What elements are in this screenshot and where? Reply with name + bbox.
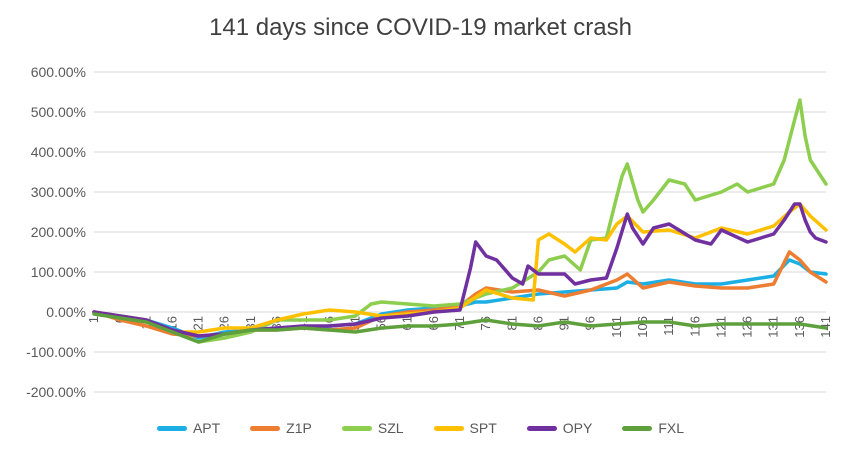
legend-item-apt: APT — [156, 420, 221, 436]
series-line-spt — [92, 202, 828, 334]
y-tick-label: 400.00% — [31, 144, 86, 160]
legend-item-szl: SZL — [341, 420, 404, 436]
series-line-opy — [92, 202, 828, 338]
x-tick-label: 111 — [661, 316, 676, 336]
x-tick-label: 1 — [86, 316, 101, 323]
x-tick-label: 106 — [635, 316, 650, 338]
legend-label: APT — [192, 420, 221, 436]
legend-swatch — [341, 425, 372, 431]
x-tick-label: 76 — [478, 316, 493, 330]
x-tick-label: 121 — [713, 316, 728, 338]
x-tick-label: 86 — [530, 316, 545, 330]
series-line-fxl — [92, 312, 828, 344]
x-tick-label: 136 — [792, 316, 807, 338]
x-tick-label: 96 — [583, 316, 598, 330]
legend-swatch — [250, 425, 281, 431]
y-tick-label: -200.00% — [26, 384, 86, 400]
y-tick-label: 500.00% — [31, 104, 86, 120]
y-tick-label: 300.00% — [31, 184, 86, 200]
legend-item-z1p: Z1P — [250, 420, 312, 436]
legend-label: FXL — [658, 420, 685, 436]
legend-item-fxl: FXL — [622, 420, 684, 436]
y-tick-label: 600.00% — [31, 64, 86, 80]
y-tick-label: 100.00% — [31, 264, 86, 280]
x-tick-label: 101 — [609, 316, 624, 338]
y-tick-label: 0.00% — [46, 304, 86, 320]
legend-item-opy: OPY — [526, 420, 593, 436]
legend-label: SZL — [377, 420, 404, 436]
legend-swatch — [622, 425, 653, 431]
legend-swatch — [156, 425, 187, 431]
y-tick-label: -100.00% — [26, 344, 86, 360]
legend-swatch — [433, 425, 464, 431]
x-tick-label: 131 — [766, 316, 781, 338]
x-tick-label: 126 — [740, 316, 755, 338]
chart-title: 141 days since COVID-19 market crash — [209, 14, 632, 41]
legend-label: Z1P — [286, 420, 312, 436]
legend-item-spt: SPT — [433, 420, 497, 436]
legend-swatch — [526, 425, 557, 431]
y-tick-label: 200.00% — [31, 224, 86, 240]
legend-label: SPT — [469, 420, 497, 436]
legend-label: OPY — [562, 420, 593, 436]
chart-legend: APT Z1P SZL SPT OPY FXL — [0, 420, 841, 436]
x-tick-label: 66 — [426, 316, 441, 330]
x-tick-label: 21 — [191, 316, 206, 330]
